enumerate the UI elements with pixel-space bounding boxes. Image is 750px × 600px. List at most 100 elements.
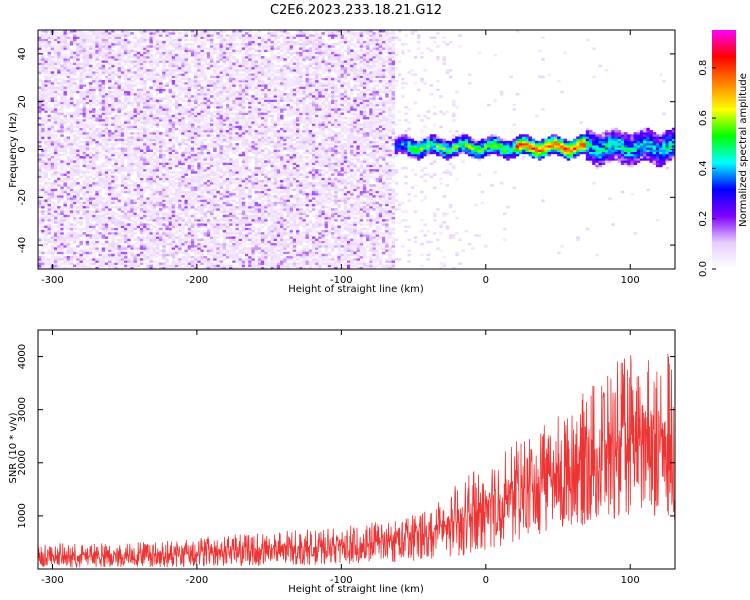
spectrogram-cell xyxy=(174,251,179,255)
spectrogram-cell xyxy=(146,140,150,144)
spectrogram-cell xyxy=(79,216,83,220)
spectrogram-cell xyxy=(66,212,71,215)
spectrogram-cell xyxy=(104,264,109,268)
spectrogram-cell xyxy=(184,64,188,68)
spectrogram-cell xyxy=(190,79,195,83)
spectrogram-cell xyxy=(216,266,220,270)
spectrogram-cell xyxy=(50,164,55,168)
spectrogram-cell xyxy=(229,240,233,244)
spectrogram-cell xyxy=(127,116,131,120)
spectrogram-cell xyxy=(165,123,169,126)
spectrogram-cell xyxy=(47,62,52,66)
spectrogram-cell xyxy=(222,247,227,250)
spectrogram-cell xyxy=(95,79,99,83)
spectrogram-cell xyxy=(222,88,227,92)
spectrogram-cell xyxy=(133,53,138,57)
spectrogram-cell xyxy=(114,127,118,131)
spectrogram-cell xyxy=(53,99,58,102)
spectrogram-cell xyxy=(155,238,160,242)
spectrogram-cell xyxy=(219,210,224,213)
spectrogram-cell xyxy=(155,212,160,215)
spectrogram-cell xyxy=(162,199,166,202)
spectrogram-cell xyxy=(133,73,138,76)
spectrogram-cell xyxy=(165,69,169,72)
spectrogram-cell xyxy=(88,84,93,87)
spectrogram-cell xyxy=(76,75,80,79)
spectrogram-cell xyxy=(120,138,125,142)
spectrogram-cell xyxy=(209,40,214,44)
spectrogram-cell xyxy=(108,232,112,235)
spectrogram-cell xyxy=(124,36,128,39)
spectrogram-cell xyxy=(197,186,201,189)
spectrogram-cell xyxy=(225,214,230,218)
spectrogram-cell xyxy=(136,73,141,76)
spectrogram-cell xyxy=(53,162,58,166)
spectrogram-cell xyxy=(108,229,112,233)
spectrogram-cell xyxy=(104,240,109,244)
spectrogram-cell xyxy=(92,90,96,94)
spectrogram-cell xyxy=(136,127,141,131)
spectrogram-cell xyxy=(73,190,77,194)
spectrogram-cell xyxy=(143,262,147,265)
spectrogram-cell xyxy=(149,216,153,220)
spectrogram-cell xyxy=(136,164,141,168)
spectrogram-cell xyxy=(60,197,64,200)
spectrogram-cell xyxy=(197,177,201,181)
spectrogram-cell xyxy=(57,93,61,96)
spectrogram-cell xyxy=(69,147,74,150)
spectrogram-cell xyxy=(44,32,48,35)
spectrogram-cell xyxy=(213,238,217,242)
spectrogram-cell xyxy=(159,153,163,157)
spectrogram-cell xyxy=(143,69,147,72)
spectrogram-cell xyxy=(136,38,141,42)
spectrogram-cell xyxy=(143,60,147,63)
spectrogram-cell xyxy=(73,147,77,150)
spectrogram-cell xyxy=(209,212,214,215)
spectrogram-cell xyxy=(200,86,204,89)
spectrogram-cell xyxy=(79,79,83,83)
spectrogram-cell xyxy=(143,34,147,37)
spectrogram-cell xyxy=(95,69,99,72)
spectrogram-cell xyxy=(69,40,74,44)
spectrogram-cell xyxy=(104,106,109,109)
spectrogram-cell xyxy=(130,171,134,174)
spectrogram-cell xyxy=(219,53,224,57)
spectrogram-cell xyxy=(136,264,141,268)
spectrogram-cell xyxy=(130,49,134,53)
spectrogram-cell xyxy=(82,56,87,59)
spectrogram-cell xyxy=(79,108,83,111)
spectrogram-cell xyxy=(95,234,99,237)
spectrogram-cell xyxy=(133,145,138,148)
spectrogram-cell xyxy=(213,142,217,146)
spectrogram-cell xyxy=(203,156,208,159)
spectrogram-cell xyxy=(149,169,153,172)
spectrogram-cell xyxy=(47,229,52,233)
spectrogram-cell xyxy=(162,132,166,135)
spectrogram-cell xyxy=(101,51,106,55)
spectrogram-cell xyxy=(190,86,195,89)
spectrogram-cell xyxy=(114,56,118,59)
spectrogram-cell xyxy=(127,97,131,100)
spectrogram-cell xyxy=(85,119,90,122)
spectrogram-cell xyxy=(139,247,144,250)
spectrogram-cell xyxy=(168,73,173,76)
spectrogram-cell xyxy=(171,182,176,185)
spectrogram-cell xyxy=(155,134,160,137)
spectrogram-cell xyxy=(190,223,195,226)
spectrogram-cell xyxy=(104,223,109,226)
spectrogram-cell xyxy=(60,121,64,124)
spectrogram-cell xyxy=(44,140,48,144)
spectrogram-cell xyxy=(76,236,80,239)
spectrogram-cell xyxy=(143,119,147,122)
spectrogram-cell xyxy=(101,106,106,109)
spectrogram-cell xyxy=(168,188,173,192)
spectrogram-cell xyxy=(114,123,118,126)
spectrogram-cell xyxy=(190,108,195,111)
spectrogram-cell xyxy=(98,101,102,105)
spectrogram-cell xyxy=(44,219,48,222)
spectrogram-cell xyxy=(111,149,115,152)
spectrogram-cell xyxy=(76,51,80,55)
spectrogram-cell xyxy=(127,177,131,181)
spectrogram-cell xyxy=(108,171,112,174)
spectrogram-cell xyxy=(101,123,106,126)
